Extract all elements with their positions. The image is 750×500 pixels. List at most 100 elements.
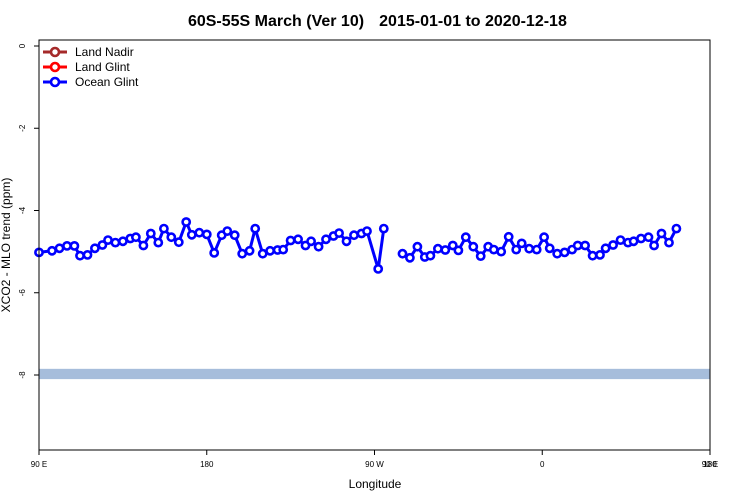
y-tick-label: -6 — [18, 289, 27, 297]
data-point — [600, 243, 611, 254]
data-point — [229, 230, 240, 241]
data-point — [47, 245, 57, 256]
data-point — [425, 250, 436, 261]
data-point — [201, 229, 212, 240]
data-point — [503, 231, 514, 242]
data-point — [341, 236, 352, 247]
chart-title-right: 2015-01-01 to 2020-12-18 — [379, 13, 567, 30]
data-point — [664, 237, 674, 248]
data-point — [559, 247, 570, 258]
y-tick-label: 0 — [18, 43, 27, 48]
x-tick-label: 90 E — [31, 460, 47, 469]
data-point — [138, 240, 149, 251]
data-point — [222, 226, 233, 236]
y-axis-ticks: 0 -2 -4 -6 -8 — [18, 43, 39, 379]
data-point — [552, 248, 563, 259]
reference-band — [39, 368, 710, 380]
data-point — [166, 232, 177, 243]
data-point — [158, 223, 169, 234]
data-point — [636, 233, 646, 244]
data-point — [69, 240, 80, 251]
x-tick-label: 0 — [540, 460, 545, 469]
data-point — [488, 244, 499, 255]
data-point — [511, 244, 522, 255]
data-point — [524, 243, 535, 254]
data-point — [75, 250, 85, 261]
data-point — [440, 245, 451, 255]
x-tick-label: 180 — [703, 460, 717, 469]
data-point — [432, 243, 443, 254]
data-point — [397, 248, 408, 259]
data-point — [265, 245, 275, 256]
data-point — [130, 232, 141, 243]
data-point — [153, 237, 164, 248]
x-tick-label: 180 — [200, 460, 214, 469]
data-point — [285, 235, 296, 246]
data-point — [244, 245, 255, 256]
data-point — [373, 263, 384, 274]
data-point — [539, 232, 549, 243]
x-axis-label: Longitude — [349, 477, 402, 491]
data-point — [90, 243, 100, 254]
data-point — [378, 223, 389, 234]
x-tick-label: 90 E — [702, 460, 718, 469]
data-point — [173, 237, 184, 248]
band-layer — [39, 368, 710, 380]
data-point — [656, 228, 667, 239]
data-point — [544, 243, 555, 254]
legend-marker — [49, 61, 61, 73]
data-point — [453, 245, 464, 256]
data-point — [580, 240, 590, 251]
series-layer — [34, 217, 682, 274]
data-point — [671, 223, 682, 234]
y-tick-label: -8 — [18, 371, 27, 379]
data-point — [404, 252, 415, 263]
data-point — [412, 241, 423, 252]
data-point — [110, 237, 121, 248]
data-point — [531, 244, 542, 255]
data-point — [194, 227, 205, 238]
data-point — [643, 232, 654, 243]
data-point — [293, 234, 303, 245]
x-tick-label: 90 W — [365, 460, 384, 469]
data-point — [587, 250, 598, 261]
y-tick-label: -4 — [18, 206, 27, 214]
data-point — [278, 244, 289, 255]
data-point — [321, 234, 331, 245]
data-point — [516, 238, 527, 249]
data-point — [447, 240, 458, 251]
chart-title-left: 60S-55S March (Ver 10) — [188, 13, 364, 30]
data-point — [186, 229, 197, 240]
data-point — [649, 240, 659, 251]
data-point — [306, 236, 316, 247]
legend-label: Land Glint — [75, 60, 130, 74]
legend-marker — [49, 46, 61, 58]
legend-label: Land Nadir — [75, 45, 134, 59]
data-point — [250, 223, 261, 234]
data-point — [313, 241, 324, 252]
data-point — [362, 226, 372, 236]
data-point — [496, 246, 507, 257]
data-point — [181, 217, 192, 227]
data-point — [595, 249, 605, 260]
y-axis-label: XCO2 - MLO trend (ppm) — [0, 178, 13, 313]
data-point — [334, 228, 344, 238]
data-point — [460, 232, 471, 243]
legend-marker — [49, 76, 61, 88]
data-point — [209, 247, 220, 258]
data-point — [349, 230, 359, 241]
data-point — [475, 251, 486, 261]
data-point — [608, 240, 618, 250]
data-point — [54, 243, 65, 254]
y-tick-label: -2 — [18, 124, 27, 132]
data-point — [97, 240, 108, 250]
data-point — [145, 228, 156, 239]
data-point — [468, 241, 479, 252]
data-point — [82, 249, 93, 260]
legend-label: Ocean Glint — [75, 75, 139, 89]
data-point — [615, 235, 626, 245]
